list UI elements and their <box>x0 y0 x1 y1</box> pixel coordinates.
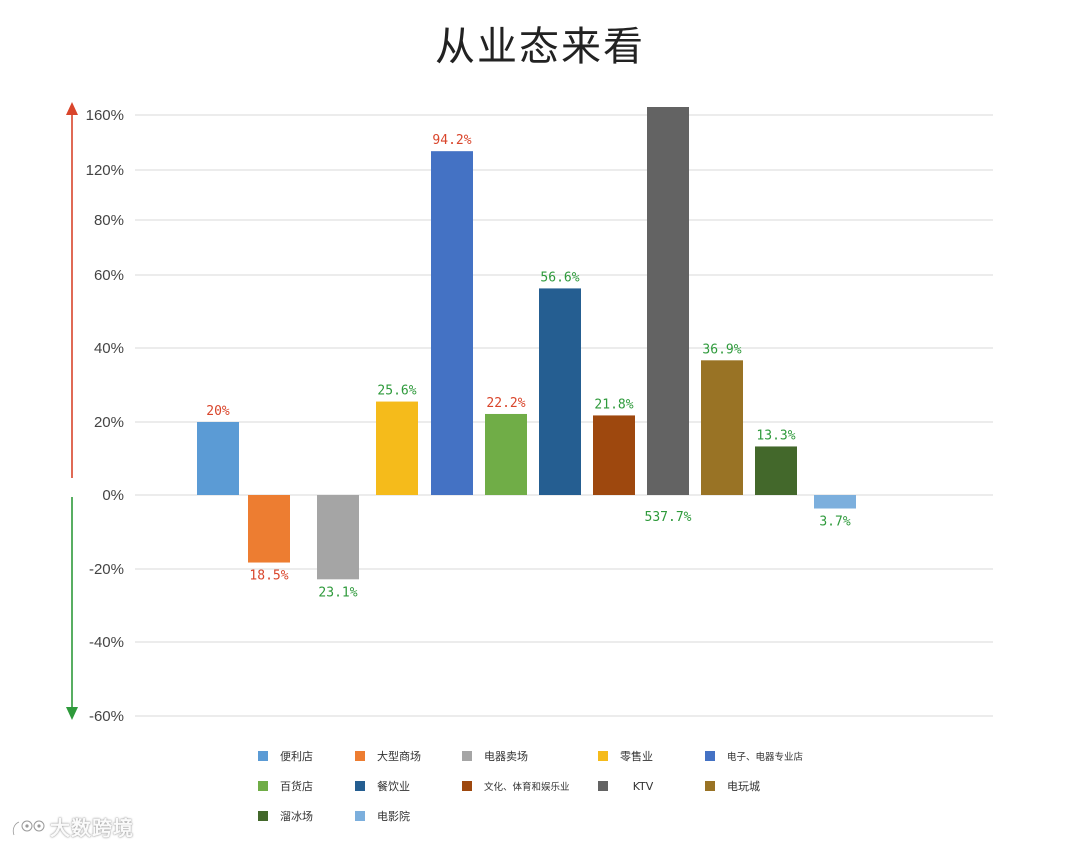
legend-item: 电子、电器专业店 <box>705 751 803 763</box>
legend-item: 文化、体育和娱乐业 <box>462 781 570 793</box>
legend-label: 电器卖场 <box>484 749 528 763</box>
legend-swatch <box>355 751 365 761</box>
data-label: 22.2% <box>486 396 525 411</box>
data-labels: 20% 18.5% 23.1% 25.6% 94.2% 22.2% 56.6% 21.8% 53… <box>206 133 851 600</box>
legend-label: 电玩城 <box>727 780 760 793</box>
bar <box>755 446 797 495</box>
legend-item: 零售业 <box>598 749 653 763</box>
y-tick-label: 0% <box>102 487 124 504</box>
legend-item: 溜冰场 <box>258 809 313 823</box>
data-label: 3.7% <box>819 515 850 530</box>
bar <box>539 288 581 495</box>
data-label: 36.9% <box>702 342 741 357</box>
legend-item: 电玩城 <box>705 780 760 793</box>
bar <box>814 495 856 509</box>
legend-item: KTV <box>598 780 654 793</box>
legend-swatch <box>258 751 268 761</box>
legend-swatch <box>462 751 472 761</box>
legend-item: 电器卖场 <box>462 749 528 763</box>
data-label: 94.2% <box>432 133 471 148</box>
legend-label: 零售业 <box>620 749 653 763</box>
y-tick-label: 20% <box>94 414 124 431</box>
bar <box>248 495 290 563</box>
legend-swatch <box>258 781 268 791</box>
data-label: 20% <box>206 404 230 419</box>
legend-label: 电影院 <box>377 809 410 823</box>
legend-item: 餐饮业 <box>355 779 410 793</box>
y-tick-label: 40% <box>94 340 124 357</box>
legend-swatch <box>598 751 608 761</box>
legend-swatch <box>705 781 715 791</box>
legend-item: 便利店 <box>258 749 313 763</box>
legend-swatch <box>355 781 365 791</box>
bar <box>593 415 635 495</box>
bar <box>485 413 527 495</box>
y-tick-label: -40% <box>89 634 124 651</box>
bar <box>431 151 473 496</box>
data-label: 25.6% <box>377 384 416 399</box>
legend-label: 百货店 <box>280 779 313 793</box>
y-tick-label: -60% <box>89 708 124 725</box>
data-label: 13.3% <box>756 428 795 443</box>
bars <box>197 107 856 580</box>
data-label: 18.5% <box>249 569 288 584</box>
bar <box>317 495 359 580</box>
trend-arrows <box>66 102 78 720</box>
legend-swatch <box>598 781 608 791</box>
legend-label: 文化、体育和娱乐业 <box>484 781 570 793</box>
legend-swatch <box>705 751 715 761</box>
y-axis-tick-labels: -60% -40% -20% 0% 20% 40% 60% 80% 120% 160% <box>86 107 124 725</box>
bar <box>376 401 418 495</box>
bar <box>647 107 689 495</box>
data-label: 537.7% <box>645 510 692 525</box>
y-tick-label: 160% <box>86 107 124 124</box>
y-tick-label: -20% <box>89 561 124 578</box>
legend-label: 餐饮业 <box>377 779 410 793</box>
decrease-arrow-icon <box>66 497 78 720</box>
watermark-logo-icon <box>12 820 45 836</box>
increase-arrow-icon <box>66 102 78 478</box>
legend-label: 溜冰场 <box>280 809 313 823</box>
legend-label: 电子、电器专业店 <box>727 751 803 763</box>
legend-item: 电影院 <box>355 809 410 823</box>
y-tick-label: 80% <box>94 212 124 229</box>
watermark-text: 大数跨境 <box>50 816 134 840</box>
bar <box>701 360 743 495</box>
data-label: 56.6% <box>540 270 579 285</box>
legend-swatch <box>258 811 268 821</box>
legend-label: KTV <box>633 780 654 793</box>
data-label: 23.1% <box>318 585 357 600</box>
legend-item: 百货店 <box>258 779 313 793</box>
legend-swatch <box>355 811 365 821</box>
bar <box>197 422 239 495</box>
legend-swatch <box>462 781 472 791</box>
legend-label: 大型商场 <box>377 749 421 763</box>
y-tick-label: 120% <box>86 162 124 179</box>
legend-item: 大型商场 <box>355 749 421 763</box>
chart-title: 从业态来看 <box>435 24 645 70</box>
legend-label: 便利店 <box>280 749 313 763</box>
watermark: 大数跨境 <box>10 812 134 841</box>
data-label: 21.8% <box>594 397 633 412</box>
y-tick-label: 60% <box>94 267 124 284</box>
